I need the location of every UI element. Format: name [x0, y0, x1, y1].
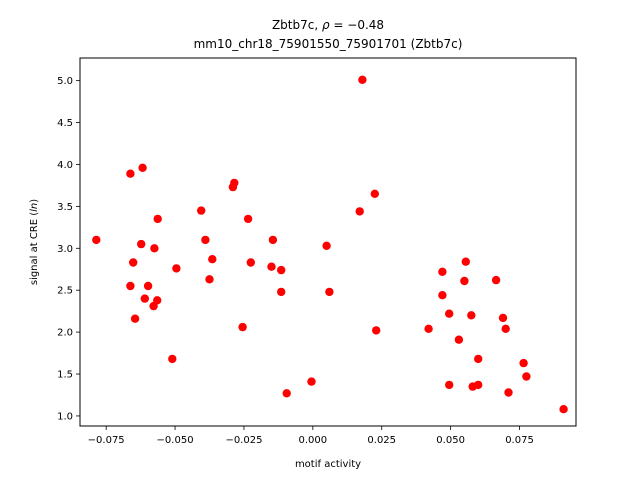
data-point	[372, 326, 381, 335]
data-point	[126, 281, 135, 291]
data-point	[268, 235, 278, 245]
data-point	[454, 335, 464, 344]
y-axis-label: signal at CRE (ln)	[29, 199, 40, 285]
data-point	[424, 324, 433, 333]
data-point	[153, 296, 162, 305]
data-point	[325, 287, 334, 297]
data-point	[322, 241, 331, 250]
data-point	[355, 207, 364, 216]
data-point	[140, 294, 149, 303]
data-point	[208, 255, 217, 264]
x-tick-label: −0.075	[88, 435, 125, 446]
data-point	[267, 262, 276, 271]
data-point	[130, 314, 140, 323]
x-tick-label: 0.075	[505, 435, 534, 446]
x-axis-label: motif activity	[295, 459, 361, 470]
x-tick-label: −0.050	[157, 435, 194, 446]
data-point	[150, 244, 159, 253]
data-point	[445, 309, 454, 318]
x-axis-ticks: −0.075 −0.050 −0.025 0.000 0.025 0.050 0.075	[88, 426, 534, 446]
data-point	[460, 276, 469, 286]
y-tick-label: 4.0	[57, 160, 73, 171]
data-point	[522, 372, 531, 381]
data-point	[197, 206, 206, 215]
data-point	[519, 358, 528, 368]
data-point	[504, 388, 513, 397]
data-point	[370, 189, 379, 198]
y-tick-label: 1.5	[57, 370, 73, 381]
y-tick-label: 2.5	[57, 286, 73, 297]
y-axis-ticks: 1.0 1.5 2.0 2.5 3.0 3.5 4.0 4.5 5.0	[57, 76, 80, 422]
data-point	[92, 235, 101, 245]
data-point	[282, 389, 291, 398]
data-point	[243, 214, 253, 224]
data-point	[461, 257, 470, 266]
data-point	[153, 214, 162, 224]
y-tick-label: 4.5	[57, 118, 73, 129]
chart-title-line2: mm10_chr18_75901550_75901701 (Zbtb7c)	[194, 37, 463, 51]
points-layer	[92, 75, 568, 414]
data-point	[498, 313, 508, 323]
data-point	[559, 405, 568, 414]
data-point	[467, 311, 476, 320]
data-point	[491, 275, 501, 285]
data-point	[230, 178, 239, 188]
data-point	[138, 163, 147, 172]
data-point	[358, 75, 367, 85]
data-point	[205, 275, 214, 284]
y-tick-label: 2.0	[57, 328, 73, 339]
x-tick-label: 0.050	[436, 435, 465, 446]
data-point	[474, 354, 483, 364]
data-point	[438, 291, 447, 300]
x-tick-label: 0.025	[367, 435, 396, 446]
x-tick-label: −0.025	[225, 435, 262, 446]
y-tick-label: 5.0	[57, 76, 73, 87]
data-point	[126, 169, 135, 178]
data-point	[246, 258, 255, 267]
data-point	[143, 281, 153, 291]
data-point	[438, 267, 447, 276]
data-point	[445, 380, 454, 390]
data-point	[238, 322, 247, 332]
data-point	[137, 239, 146, 249]
x-tick-label: 0.000	[299, 435, 328, 446]
plot-frame	[79, 57, 577, 427]
data-point	[201, 235, 210, 245]
data-point	[168, 354, 177, 364]
data-point	[474, 380, 483, 390]
y-tick-label: 3.5	[57, 202, 73, 213]
y-tick-label: 3.0	[57, 244, 73, 255]
data-point	[277, 265, 286, 275]
data-point	[501, 324, 510, 333]
chart-title-line1: Zbtb7c, ρ = −0.48	[272, 18, 384, 32]
y-tick-label: 1.0	[57, 411, 73, 422]
data-point	[307, 377, 316, 386]
data-point	[172, 264, 181, 273]
data-point	[277, 287, 286, 297]
data-point	[129, 258, 138, 267]
